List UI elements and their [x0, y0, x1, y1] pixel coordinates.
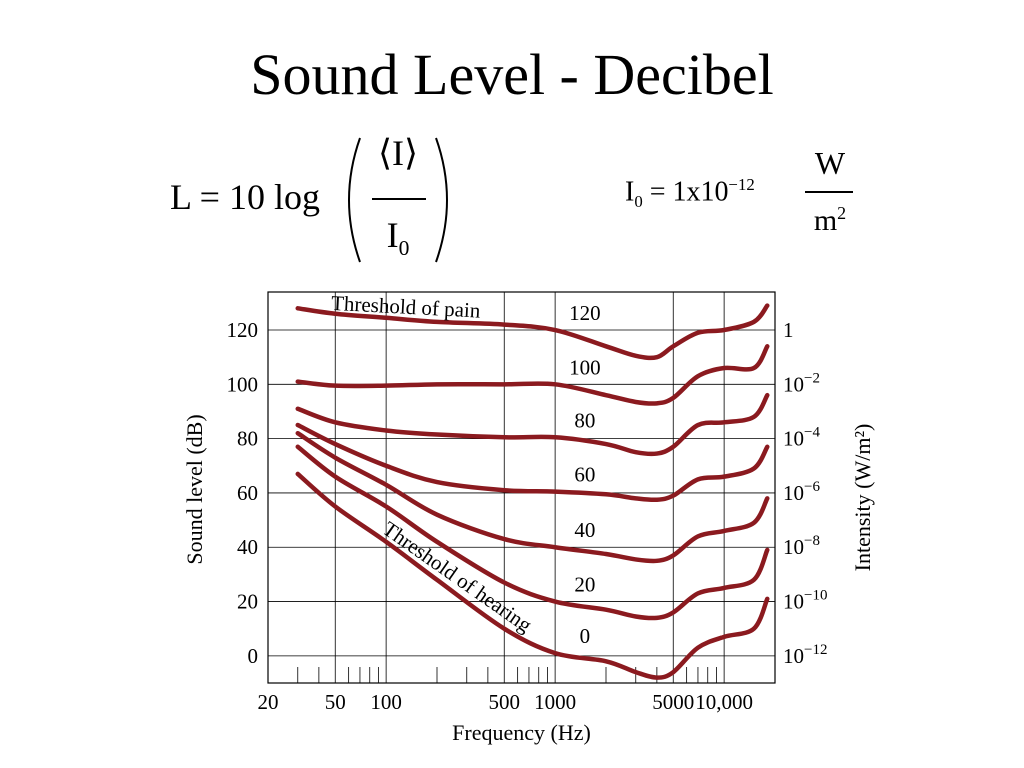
reference-equals: = 1x10 — [642, 176, 729, 208]
x-tick-label: 100 — [370, 690, 402, 714]
unit-denominator-base: m — [813, 204, 838, 237]
curve-label: 40 — [574, 518, 595, 542]
y2-tick-label: 10−2 — [783, 370, 820, 396]
x-tick-label: 500 — [489, 690, 521, 714]
curve-label: 60 — [574, 463, 595, 487]
reference-symbol: I — [625, 176, 635, 208]
reference-subscript: 0 — [634, 191, 643, 211]
y2-tick-label: 1 — [783, 318, 794, 342]
unit-numerator: W — [814, 145, 846, 181]
loudness-curve-80 — [295, 392, 770, 457]
y2-tick-label: 10−10 — [783, 588, 827, 614]
x-tick-label: 1000 — [534, 690, 576, 714]
curve-label: 120 — [569, 301, 601, 325]
denominator-base: I — [386, 215, 399, 255]
formula-denominator: I0 — [376, 214, 420, 261]
unit-denominator: m2 — [805, 203, 855, 238]
y-tick-label: 60 — [237, 481, 258, 505]
x-tick-label: 5000 — [652, 690, 694, 714]
y2-tick-label: 10−6 — [783, 479, 820, 505]
curve-label: 120 — [569, 301, 601, 325]
slide-title: Sound Level - Decibel — [250, 42, 774, 107]
formula-parentheses — [348, 137, 448, 263]
y-axis-label: Sound level (dB) — [182, 414, 207, 564]
y2-tick-label: 10−12 — [783, 642, 827, 668]
decibel-formula: L = 10 log ⟨I⟩ I0 — [170, 130, 460, 270]
curve-label: 80 — [574, 408, 595, 432]
y2-tick-label: 10−4 — [783, 425, 820, 451]
denominator-subscript: 0 — [398, 236, 410, 261]
x-tick-label: 20 — [258, 690, 279, 714]
y-tick-label: 120 — [227, 318, 259, 342]
formula-lhs: L = 10 log — [170, 177, 320, 217]
x-tick-label: 10,000 — [695, 690, 753, 714]
curve-label: 80 — [574, 408, 595, 432]
curve-label: 100 — [569, 355, 601, 379]
reference-exponent: −12 — [728, 175, 755, 194]
y-tick-label: 80 — [237, 427, 258, 451]
curve-label: 0 — [580, 624, 591, 648]
loudness-curve-0 — [295, 471, 770, 680]
unit-fraction-bar — [805, 191, 853, 193]
curve-label: 0 — [580, 624, 591, 648]
loudness-curve-20 — [295, 444, 770, 621]
reference-lhs: I0 = 1x10−12 — [625, 175, 755, 212]
curve-label: 20 — [574, 573, 595, 597]
y-tick-label: 100 — [227, 372, 259, 396]
curve-label: 100 — [569, 355, 601, 379]
curve-label: 20 — [574, 573, 595, 597]
curve-label: 60 — [574, 463, 595, 487]
fraction-bar — [372, 198, 426, 200]
loudness-curve-60 — [295, 422, 770, 503]
plot-frame — [267, 291, 776, 684]
loudness-curve-40 — [295, 430, 770, 564]
y2-tick-label: 10−8 — [783, 533, 820, 559]
y-tick-label: 20 — [237, 590, 258, 614]
loudness-curve-100 — [295, 344, 770, 406]
y-tick-label: 0 — [248, 644, 259, 668]
y-tick-label: 40 — [237, 535, 258, 559]
curve-label: 40 — [574, 518, 595, 542]
curve-annotation: Threshold of pain — [331, 291, 482, 323]
reference-intensity-formula: I0 = 1x10−12 W m2 — [625, 145, 875, 255]
x-axis-label: Frequency (Hz) — [452, 720, 591, 745]
unit-denominator-exponent: 2 — [837, 203, 847, 223]
curve-annotation: Threshold of hearing — [378, 516, 536, 637]
formula-numerator: ⟨I⟩ — [377, 133, 419, 173]
x-tick-label: 50 — [325, 690, 346, 714]
y2-axis-label: Intensity (W/m²) — [850, 424, 875, 572]
loudness-curve-120 — [295, 303, 770, 361]
